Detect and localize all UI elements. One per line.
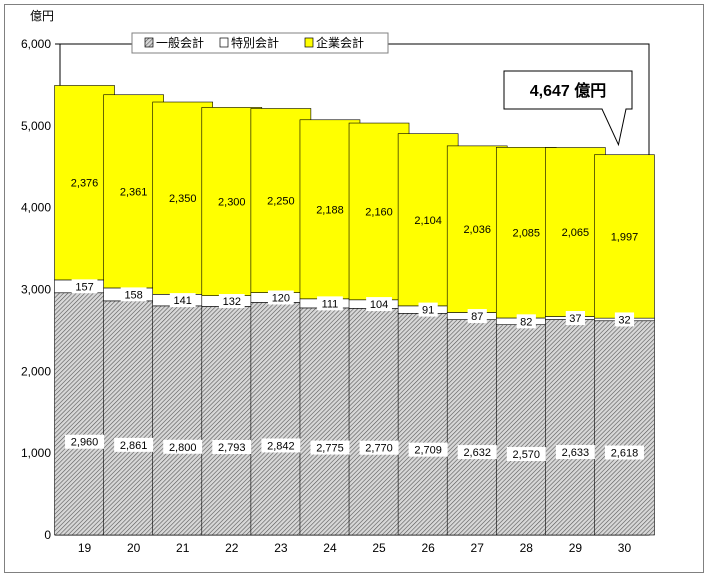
y-tick-label: 3,000 [21,283,51,297]
data-label: 158 [124,289,142,301]
y-tick-label: 4,000 [21,201,51,215]
data-label-bg [120,287,147,302]
legend-swatch [304,37,314,48]
data-label: 2,085 [513,228,541,240]
x-tick-label: 26 [421,541,435,555]
data-label: 2,793 [218,442,246,454]
data-label: 2,633 [562,447,590,459]
x-tick-label: 23 [274,541,288,555]
y-axis-unit: 億円 [30,9,54,23]
data-label-bg [408,442,448,457]
legend-swatch [144,37,154,48]
data-label-bg [114,437,154,452]
data-label: 2,065 [562,227,590,239]
y-tick-label: 5,000 [21,119,51,133]
data-label: 91 [422,305,434,317]
data-label: 2,800 [169,442,197,454]
legend-label: 特別会計 [231,35,279,50]
data-label-bg [565,311,585,326]
legend-label: 企業会計 [316,35,364,50]
data-label: 32 [618,314,630,326]
legend-label: 一般会計 [156,35,204,50]
data-label-bg [516,314,536,329]
data-label: 2,842 [267,440,295,452]
x-tick-label: 19 [78,541,92,555]
data-label: 2,570 [513,449,541,461]
data-label: 132 [223,296,241,308]
data-label-bg [506,447,546,462]
data-label: 2,104 [414,215,442,227]
data-label-bg [65,434,105,449]
y-tick-label: 2,000 [21,364,51,378]
data-label-bg [317,296,343,311]
x-tick-label: 20 [127,541,141,555]
legend-box [131,32,389,54]
data-label: 2,709 [414,445,442,457]
data-label: 2,160 [365,206,393,218]
data-label: 87 [471,311,483,323]
data-label: 2,770 [365,443,393,455]
data-label: 2,376 [71,178,99,190]
data-label: 2,350 [169,193,197,205]
data-label: 2,618 [611,448,639,460]
data-label: 157 [75,281,93,293]
data-label: 2,250 [267,196,295,208]
data-label-bg [163,439,203,454]
data-label: 141 [174,295,192,307]
y-tick-label: 1,000 [21,446,51,460]
x-tick-label: 24 [323,541,337,555]
data-label-bg [604,445,644,460]
data-label-bg [212,440,252,455]
x-tick-label: 28 [520,541,534,555]
x-tick-label: 25 [372,541,386,555]
callout-box [503,70,633,147]
data-label: 111 [322,298,339,310]
data-label: 2,861 [120,440,148,452]
data-label-bg [359,440,399,455]
y-tick-label: 6,000 [21,37,51,51]
data-label-bg [310,440,350,455]
data-label-bg [467,309,487,324]
data-label-bg [366,297,392,312]
data-label: 82 [520,316,532,328]
data-label-bg [614,312,635,327]
data-label: 104 [370,299,388,311]
callout-label: 4,647 億円 [530,81,607,100]
x-tick-label: 30 [618,541,632,555]
x-tick-label: 29 [569,541,583,555]
data-label: 2,300 [218,197,246,209]
data-label: 2,036 [463,224,491,236]
data-label: 2,361 [120,186,148,198]
data-label-bg [169,293,196,308]
data-label: 120 [272,293,290,305]
data-label: 37 [569,313,581,325]
data-label-bg [418,302,438,317]
bar-segment [594,154,655,319]
data-label: 2,188 [316,204,344,216]
x-tick-label: 22 [225,541,239,555]
x-tick-label: 27 [471,541,485,555]
x-tick-label: 21 [176,541,190,555]
data-label: 2,960 [71,437,99,449]
chart-frame [4,4,704,573]
legend-swatch [219,37,229,48]
y-tick-label: 0 [44,528,51,542]
bar-segment [594,320,655,536]
data-label-bg [218,294,245,309]
data-label-bg [71,279,98,294]
data-label: 1,997 [611,231,639,243]
data-label-bg [261,438,301,453]
data-label: 2,775 [316,443,344,455]
data-label-bg [267,290,294,305]
data-label-bg [555,445,595,460]
data-label-bg [457,445,497,460]
data-label: 2,632 [463,447,491,459]
